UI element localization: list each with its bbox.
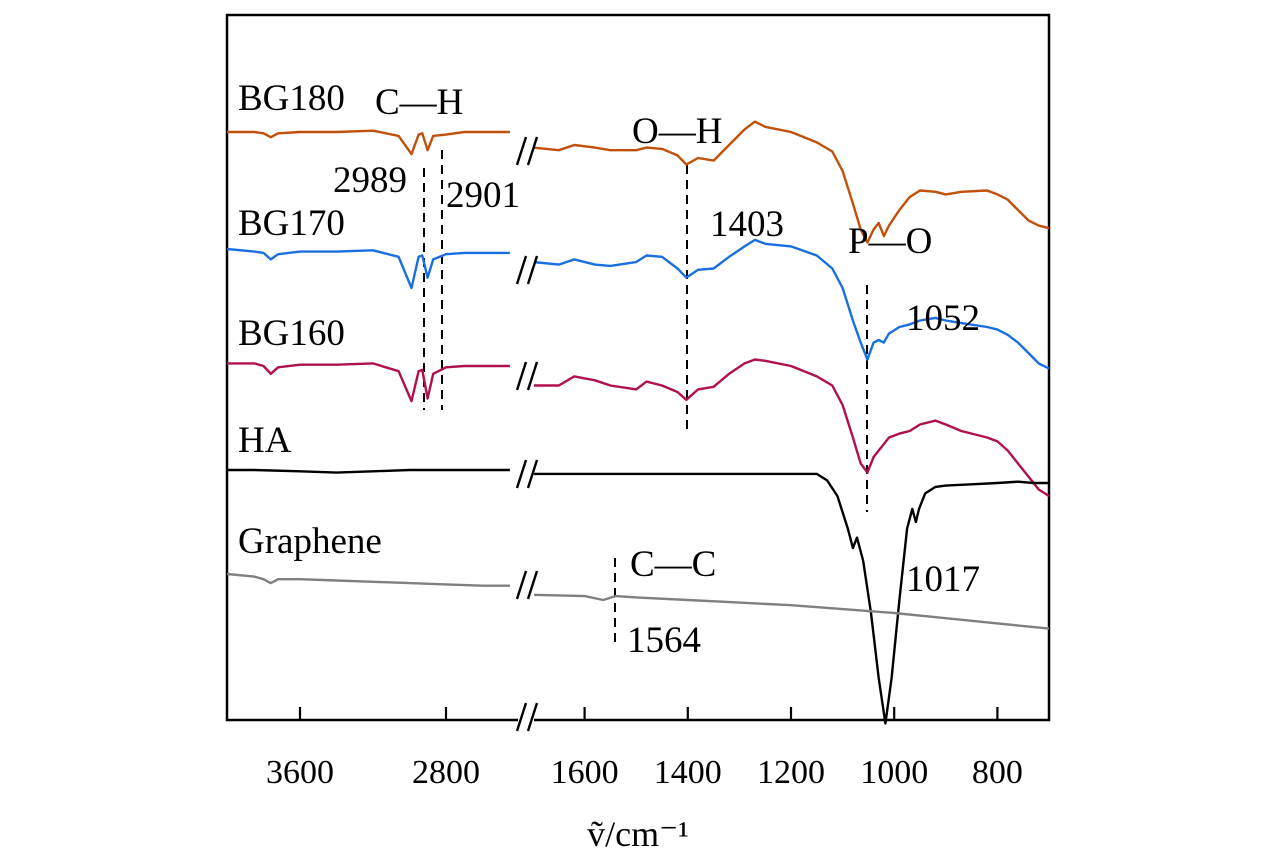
series-line-graphene-right — [532, 593, 1050, 630]
break-mark-graphene — [515, 569, 539, 601]
break-mark-ha-slash-2 — [526, 459, 539, 489]
series-labels: BG180 BG170 BG160 HA Graphene — [238, 78, 382, 562]
series-label-bg160: BG160 — [238, 313, 345, 354]
break-mark-ha-slash-1 — [515, 459, 528, 489]
break-mark-graphene-slash-1 — [515, 570, 528, 600]
break-mark-bg170-slash-1 — [515, 255, 528, 285]
break-mark-bg160-slash-1 — [515, 361, 528, 391]
series-line-bg170-left — [226, 247, 510, 290]
annotation-c-h: C—H — [375, 82, 463, 123]
x-tick-label-3600: 3600 — [266, 754, 334, 791]
break-mark-graphene-slash-2 — [526, 570, 539, 600]
series-line-bg160-left — [227, 362, 510, 403]
x-tick-label-1400: 1400 — [654, 754, 722, 791]
series-line-graphene-left — [226, 572, 510, 587]
series-label-ha: HA — [238, 420, 292, 461]
break-mark-bg180 — [515, 135, 539, 167]
x-axis-title: ṽ/cm⁻¹ — [587, 814, 689, 854]
break-mark-bg170 — [515, 254, 539, 286]
x-tick-label-800: 800 — [972, 754, 1023, 791]
series-line-ha-left — [227, 468, 510, 474]
x-axis-ticks: 3600 2800 1600 1400 1200 1000 800 — [266, 707, 1023, 791]
series-line-bg160-right — [533, 358, 1050, 498]
break-mark-bg180-slash-2 — [526, 136, 539, 166]
x-tick-label-1000: 1000 — [860, 754, 928, 791]
break-mark-bg160-slash-2 — [526, 361, 539, 391]
guide-lines — [423, 150, 868, 643]
annotation-c-c: C—C — [630, 544, 716, 585]
series-line-bg180-left — [227, 129, 510, 156]
annotation-p-o: P—O — [848, 221, 932, 262]
series-label-bg180: BG180 — [238, 78, 345, 119]
annotation-1052: 1052 — [906, 298, 980, 339]
spectrum-curves — [226, 120, 1050, 725]
series-label-graphene: Graphene — [238, 521, 382, 562]
break-mark-bg160 — [515, 360, 539, 392]
series-label-bg170: BG170 — [238, 203, 345, 244]
break-mark-bg180-slash-1 — [515, 136, 528, 166]
series-line-ha-right — [533, 472, 1049, 725]
axis-break-marks — [515, 135, 539, 733]
annotation-2989: 2989 — [333, 160, 407, 201]
peak-annotations: C—H 2989 2901 O—H 1403 P—O 1052 C—C 1564 1017 — [333, 82, 980, 661]
x-tick-label-2800: 2800 — [412, 754, 480, 791]
break-mark-ha — [515, 458, 539, 490]
x-tick-label-1200: 1200 — [757, 754, 825, 791]
break-mark-axis — [515, 701, 539, 733]
series-line-bg180-right — [532, 120, 1050, 244]
annotation-o-h: O—H — [632, 111, 722, 152]
annotation-1564: 1564 — [627, 620, 701, 661]
break-mark-axis-slash-2 — [526, 702, 539, 732]
annotation-1017: 1017 — [906, 559, 980, 600]
break-mark-bg170-slash-2 — [526, 255, 539, 285]
x-tick-label-1600: 1600 — [551, 754, 619, 791]
annotation-1403: 1403 — [710, 204, 784, 245]
series-line-bg170-right — [532, 238, 1050, 370]
annotation-2901: 2901 — [446, 175, 520, 216]
break-mark-axis-slash-1 — [515, 702, 528, 732]
